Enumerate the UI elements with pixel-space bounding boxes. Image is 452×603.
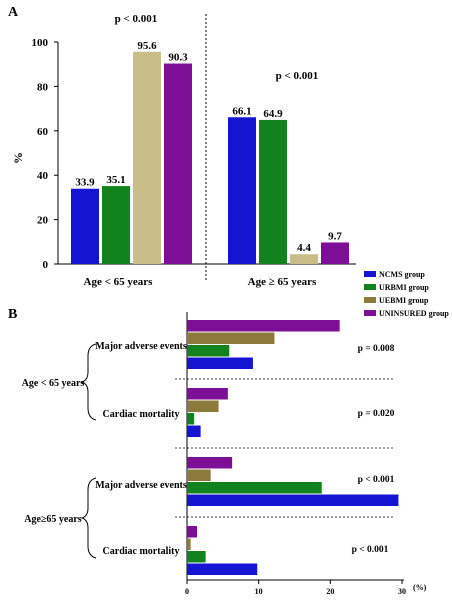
category-label-mae-under-65: Major adverse events — [95, 341, 187, 352]
panel-b-bar-ncms-1 — [187, 425, 201, 437]
panel-a-data-label-uebmi-0: 95.6 — [137, 40, 157, 52]
panel-b-bar-uninsured-2 — [187, 457, 233, 469]
panel-a-bar-urbmi-0 — [102, 186, 130, 264]
category-label-cm-over-65: Cardiac mortality — [103, 546, 180, 557]
panel-a-category-label-1: Age ≥ 65 years — [248, 276, 317, 288]
panel-a-data-label-uninsured-1: 9.7 — [328, 230, 342, 242]
panel-b-bar-uebmi-3 — [187, 538, 191, 550]
panel-a-data-label-urbmi-0: 35.1 — [106, 174, 125, 186]
legend-label-urbmi: URBMI group — [379, 283, 429, 292]
group-label-over-65: Age≥65 years — [24, 514, 82, 525]
panel-a-p-value-1: p < 0.001 — [276, 70, 319, 82]
panel-a-bars: 33.9 66.1 35.1 64.9 95.6 4.4 90.3 9.7 — [71, 40, 349, 265]
panel-a-bar-urbmi-1 — [259, 119, 287, 264]
category-label-cm-under-65: Cardiac mortality — [103, 409, 180, 420]
legend-swatch-uebmi — [364, 297, 376, 303]
panel-b-x-tick-label-3: 30 — [398, 587, 406, 596]
panel-a-y-tick-label-2: 40 — [37, 170, 49, 182]
category-label-mae-over-65: Major adverse events — [95, 480, 187, 491]
panel-b-bar-urbmi-3 — [187, 551, 206, 563]
panel-b-p-value-0: p = 0.008 — [358, 344, 395, 354]
panel-a-bar-uebmi-1 — [290, 254, 318, 264]
panel-a-label: A — [8, 5, 19, 20]
group-label-under-65: Age < 65 years — [22, 378, 85, 389]
panel-b-label: B — [8, 307, 17, 322]
panel-a-data-label-uebmi-1: 4.4 — [297, 242, 311, 254]
panel-b-p-value-3: p < 0.001 — [352, 545, 389, 555]
panel-b-bar-uninsured-0 — [187, 320, 340, 332]
panel-b-bar-uninsured-3 — [187, 526, 198, 538]
legend-swatch-ncms — [364, 271, 376, 277]
panel-b-bar-ncms-3 — [187, 563, 258, 575]
panel-b-x-unit: (%) — [413, 583, 427, 592]
panel-a-y-tick-label-4: 80 — [37, 81, 49, 93]
panel-b-p-value-1: p = 0.020 — [358, 409, 395, 419]
panel-b-bar-urbmi-0 — [187, 345, 230, 357]
panel-b-bar-urbmi-2 — [187, 482, 322, 494]
panel-b-bar-ncms-0 — [187, 357, 253, 369]
legend-label-ncms: NCMS group — [379, 270, 425, 279]
panel-b-bar-uebmi-1 — [187, 400, 219, 412]
panel-b-p-value-2: p < 0.001 — [358, 475, 395, 485]
legend-swatch-urbmi — [364, 284, 376, 290]
panel-a-p-value-0: p < 0.001 — [115, 13, 158, 25]
panel-a-data-label-ncms-0: 33.9 — [75, 177, 95, 189]
panel-b-bar-ncms-2 — [187, 494, 399, 506]
panel-b-bars — [187, 320, 399, 575]
panel-a-bar-uebmi-0 — [133, 51, 161, 264]
panel-b-bar-uebmi-0 — [187, 332, 275, 344]
panel-a-bar-uninsured-0 — [164, 63, 192, 265]
panel-b-x-tick-label-0: 0 — [185, 587, 189, 596]
brace-under-65 — [80, 343, 97, 421]
panel-b-x-tick-label-2: 20 — [326, 587, 334, 596]
panel-b-bar-uebmi-2 — [187, 469, 211, 481]
panel-a-y-tick-label-1: 20 — [37, 215, 49, 227]
panel-a-bar-ncms-0 — [71, 188, 99, 264]
panel-a-bar-ncms-1 — [228, 117, 256, 265]
legend-label-uninsured: UNINSURED group — [379, 309, 449, 318]
panel-a-y-tick-label-0: 0 — [43, 259, 49, 271]
panel-b-bar-urbmi-1 — [187, 413, 195, 425]
panel-a-bar-uninsured-1 — [321, 242, 349, 264]
legend-swatch-uninsured — [364, 310, 376, 316]
panel-a-data-label-uninsured-0: 90.3 — [168, 52, 188, 64]
panel-b-x-tick-label-1: 10 — [255, 587, 263, 596]
panel-b-x-ticks: 0 10 20 30 — [185, 580, 406, 596]
brace-over-65 — [80, 477, 97, 559]
panel-a-y-tick-label-5: 100 — [32, 37, 49, 49]
panel-a-category-label-0: Age < 65 years — [84, 276, 154, 288]
panel-a-y-tick-label-3: 60 — [37, 126, 49, 138]
panel-a-data-label-urbmi-1: 64.9 — [263, 108, 283, 120]
legend-label-uebmi: UEBMI group — [379, 296, 429, 305]
panel-b-bar-uninsured-1 — [187, 388, 228, 400]
panel-a-y-ticks: 0 20 40 60 80 100 — [32, 37, 58, 271]
panel-a-data-label-ncms-1: 66.1 — [232, 105, 251, 117]
panel-a-y-label: % — [11, 152, 25, 164]
legend: NCMS group URBMI group UEBMI group UNINS… — [364, 270, 449, 318]
